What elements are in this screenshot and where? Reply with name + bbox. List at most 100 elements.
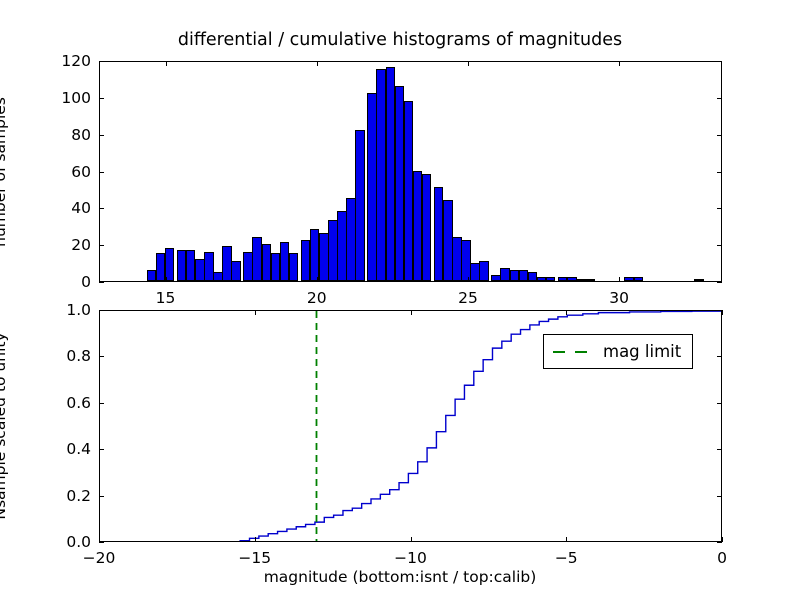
top-xtick [165,277,167,282]
top-xtick [316,277,318,282]
bottom-ytick [99,495,104,497]
bottom-ytick-label: 0.6 [66,393,91,412]
top-xtick-top [316,61,318,66]
top-ytick [99,171,104,173]
histogram-bar [309,229,320,281]
legend: mag limit [543,334,694,369]
top-ytick [99,97,104,99]
top-xtick-top [619,61,621,66]
bottom-xtick-top [722,310,723,315]
top-ytick [99,208,104,210]
histogram-bar [545,277,556,281]
histogram-bar [195,258,205,281]
histogram-bar [279,242,290,281]
histogram-bar [518,269,529,281]
bottom-ytick [99,402,104,404]
bottom-ytick-right [717,495,722,497]
bottom-panel-axes: mag limit [99,310,722,542]
bottom-xtick-top [254,310,256,315]
histogram-bar [185,249,196,281]
bottom-xtick-label: −10 [394,549,427,567]
top-panel-axes [99,61,722,282]
top-ytick [99,61,104,62]
histogram-bar [557,277,568,281]
histogram-bar [576,279,586,281]
histogram-bar [288,253,299,281]
histogram-bar [461,240,471,281]
histogram-bar [585,279,595,281]
top-ytick [99,245,104,247]
top-xtick-label: 20 [306,289,327,307]
legend-label-mag-limit: mag limit [603,342,682,361]
top-panel-ylabel: number of samples [0,97,9,247]
bottom-ytick-right [717,542,722,543]
histogram-bar [231,260,241,281]
histogram-bar [403,100,414,281]
bottom-ytick-label: 0.0 [66,533,91,551]
top-ytick-right [717,97,722,99]
histogram-bar [367,93,377,281]
bottom-ytick-label: 0.8 [66,347,91,366]
histogram-bar [479,260,489,281]
top-ytick-label: 120 [61,52,91,70]
top-xtick-top [467,61,469,66]
bottom-ytick [99,356,104,358]
top-ytick-right [717,171,722,173]
histogram-bar [470,262,480,281]
cumulative-curve-svg [239,311,721,541]
histogram-bar [500,268,510,281]
bottom-xtick-label: 0 [717,549,727,567]
histogram-bar [412,170,423,281]
top-ytick-label: 60 [71,162,91,181]
top-ytick-right [717,61,722,62]
bottom-panel-xlabel: magnitude (bottom:isnt / top:calib) [263,568,537,586]
bottom-ytick-label: 0.2 [66,486,91,505]
bottom-ytick [99,310,104,311]
histogram-bar [204,251,214,281]
cumulative-plot-area [100,311,721,541]
histogram-bar [443,199,453,281]
top-ytick [99,282,104,283]
histogram-bar [421,174,432,281]
histogram-bar [146,269,157,281]
top-ytick-right [717,134,722,136]
histogram-bar [222,246,232,281]
top-ytick [99,134,104,136]
histogram-bar [176,249,187,281]
top-ytick-label: 80 [71,125,91,144]
histogram-bar [270,253,281,281]
bottom-ytick [99,449,104,451]
bottom-ytick-right [717,356,722,358]
bottom-ytick-label: 1.0 [66,301,91,319]
histogram-bar [337,211,347,281]
histogram-bar [213,271,223,281]
bottom-xtick [410,537,412,542]
top-ytick-label: 0 [81,273,91,291]
top-ytick-right [717,245,722,247]
histogram-bar [155,253,166,281]
histogram-bar [633,277,644,281]
histogram-bar [261,244,272,281]
bottom-ytick [99,542,104,543]
histogram-bar [567,277,577,281]
top-xtick-label: 30 [609,289,630,307]
histogram-bar [319,233,329,281]
bottom-ytick-right [717,310,722,311]
bottom-ytick-label: 0.4 [66,440,91,459]
top-xtick [467,277,469,282]
top-ytick-right [717,282,722,283]
bottom-xtick-label: −15 [238,549,272,567]
bottom-ytick-right [717,449,722,451]
bottom-xtick-top [566,310,568,315]
top-xtick-label: 25 [458,289,478,307]
bottom-xtick-top [410,310,412,315]
cumulative-curve [239,311,721,541]
bottom-xtick [254,537,256,542]
histogram-bars [100,62,721,281]
bottom-xtick-top [99,310,100,315]
chart-title: differential / cumulative histograms of … [177,30,623,50]
top-ytick-label: 40 [71,199,91,218]
histogram-bar [624,277,634,281]
histogram-bar [376,69,386,281]
bottom-xtick-label: −5 [554,549,578,567]
